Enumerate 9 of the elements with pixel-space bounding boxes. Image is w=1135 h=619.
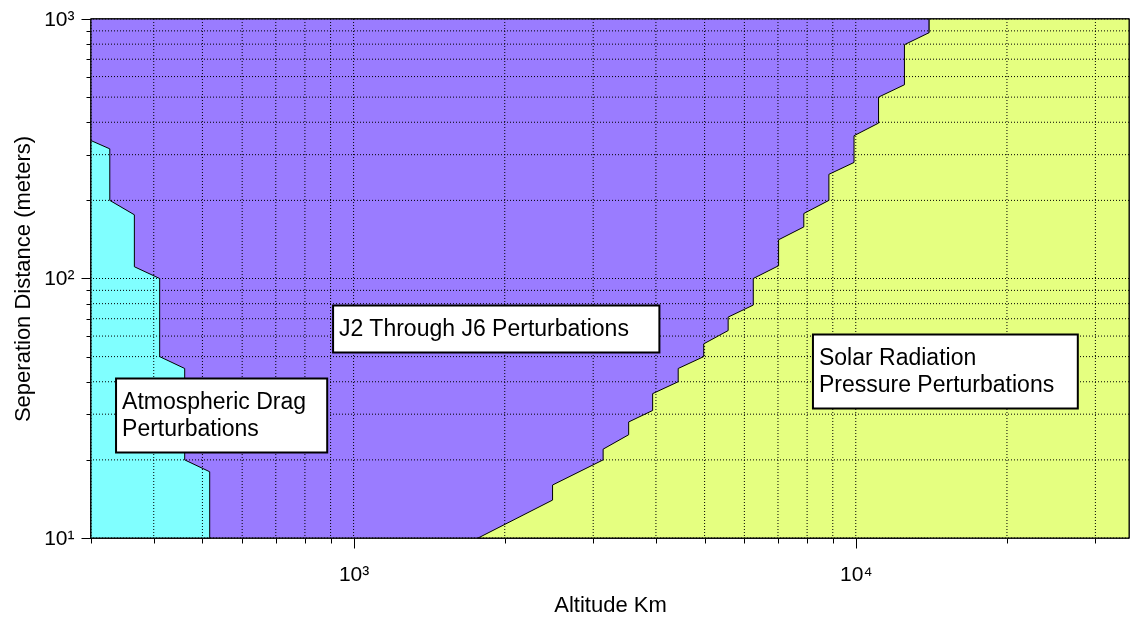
x-tick-label: 10⁴ (840, 561, 873, 585)
y-tick-label: 10¹ (44, 525, 75, 549)
annotation: J2 Through J6 Perturbations (339, 315, 629, 342)
y-tick-label: 10³ (44, 6, 75, 30)
y-tick-label: 10² (44, 266, 75, 289)
x-axis-title: Altitude Km (554, 591, 667, 617)
y-axis-title: Seperation Distance (meters) (9, 135, 35, 423)
annotation: Atmospheric Drag Perturbations (122, 388, 307, 442)
annotation: Solar Radiation Pressure Perturbations (818, 344, 1055, 398)
